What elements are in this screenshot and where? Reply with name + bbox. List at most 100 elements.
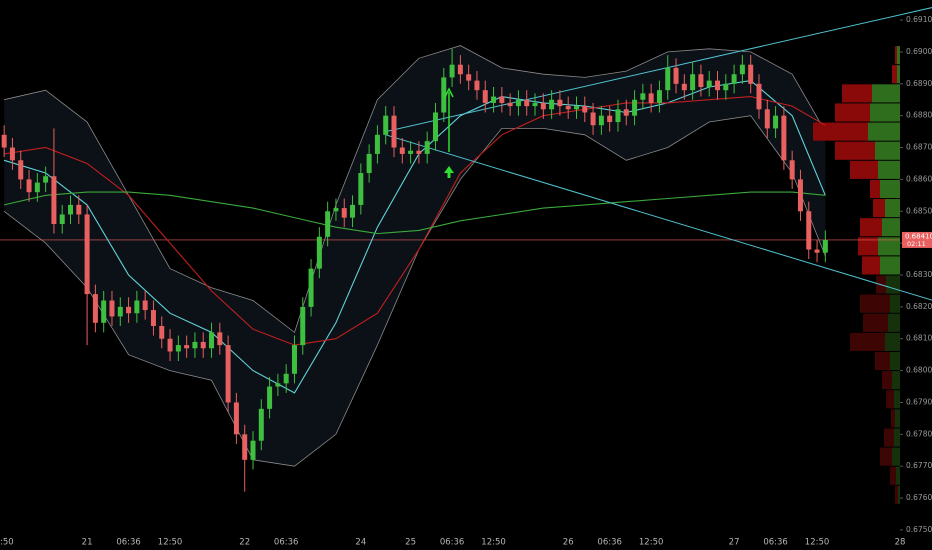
candle-body: [250, 440, 256, 460]
candle-body: [150, 310, 156, 326]
signal-arrows: [444, 87, 454, 178]
candle-body: [565, 106, 571, 110]
profile-bar: [882, 371, 892, 390]
candle-body: [549, 99, 555, 110]
candle-body: [308, 268, 314, 307]
profile-bar: [886, 275, 900, 294]
profile-bar: [850, 160, 878, 179]
candle-body: [507, 102, 513, 107]
candle-body: [441, 77, 447, 113]
profile-bar: [835, 103, 870, 122]
candle-body: [366, 153, 372, 174]
x-tick-label: 12:50: [158, 538, 183, 548]
x-tick-label: 27: [729, 538, 740, 548]
x-tick-label: 28: [895, 538, 906, 548]
candle-body: [416, 150, 422, 154]
candle-body: [681, 83, 687, 91]
candle-body: [789, 160, 795, 180]
profile-bar: [862, 256, 880, 275]
candle-body: [515, 99, 521, 107]
candle-body: [84, 214, 90, 295]
candle-body: [607, 115, 613, 123]
profile-bar: [875, 141, 900, 160]
candle-body: [383, 115, 389, 135]
candle-body: [532, 102, 538, 107]
candle-body: [466, 74, 472, 81]
x-tick-label: 12:50: [481, 538, 506, 548]
profile-bar: [885, 332, 900, 351]
candle-body: [640, 93, 646, 100]
profile-bar: [891, 409, 895, 428]
candle-body: [283, 373, 289, 384]
signal-arrow-head: [444, 87, 454, 98]
profile-bar: [858, 237, 878, 256]
trend-line: [385, 134, 932, 301]
candle-body: [92, 294, 98, 323]
candle-body: [126, 306, 132, 314]
x-tick-label: 21: [82, 538, 93, 548]
profile-bar: [885, 199, 900, 218]
candle-body: [482, 90, 488, 103]
candle-body: [217, 332, 223, 346]
candle-body: [424, 141, 430, 154]
candle-body: [715, 80, 721, 91]
candle-body: [167, 338, 173, 352]
candle-body: [540, 102, 546, 110]
profile-bar: [882, 218, 900, 237]
candle-body: [209, 332, 215, 349]
x-tick-label: 22: [239, 538, 250, 548]
profile-bar: [894, 390, 900, 409]
candle-body: [391, 115, 397, 148]
candle-body: [109, 300, 115, 317]
candle-body: [524, 99, 530, 107]
profile-bar: [895, 46, 897, 65]
candle-body: [432, 112, 438, 142]
candle-body: [598, 115, 604, 126]
candle-body: [316, 236, 322, 269]
moving-average: [4, 96, 826, 346]
candle-body: [648, 93, 654, 103]
candle-body: [374, 134, 380, 154]
candle-body: [739, 64, 745, 75]
profile-bar: [835, 141, 875, 160]
candle-body: [333, 208, 339, 212]
candle-body: [408, 150, 414, 154]
candle-body: [399, 147, 405, 154]
profile-bar: [886, 390, 894, 409]
candle-body: [159, 325, 165, 339]
candle-body: [690, 74, 696, 91]
candle-body: [184, 345, 190, 349]
profile-bar: [884, 428, 894, 447]
candle-body: [43, 176, 49, 183]
profile-bar: [895, 409, 900, 428]
profile-bar: [894, 428, 900, 447]
candle-body: [822, 239, 828, 253]
candle-body: [673, 67, 679, 84]
candle-body: [698, 74, 704, 87]
candle-body: [225, 345, 231, 403]
profile-bar: [890, 466, 896, 485]
candle-body: [68, 204, 74, 215]
x-tick-label: 06:36: [274, 538, 299, 548]
candle-body: [781, 115, 787, 161]
profile-bar: [870, 103, 900, 122]
candle-body: [34, 182, 40, 193]
candle-body: [1, 134, 7, 148]
candle-layer: [1, 48, 828, 492]
candle-body: [814, 249, 820, 253]
candle-body: [134, 300, 140, 314]
x-tick-label: 26: [563, 538, 574, 548]
x-tick-label: 06:36: [763, 538, 788, 548]
candle-body: [756, 83, 762, 110]
